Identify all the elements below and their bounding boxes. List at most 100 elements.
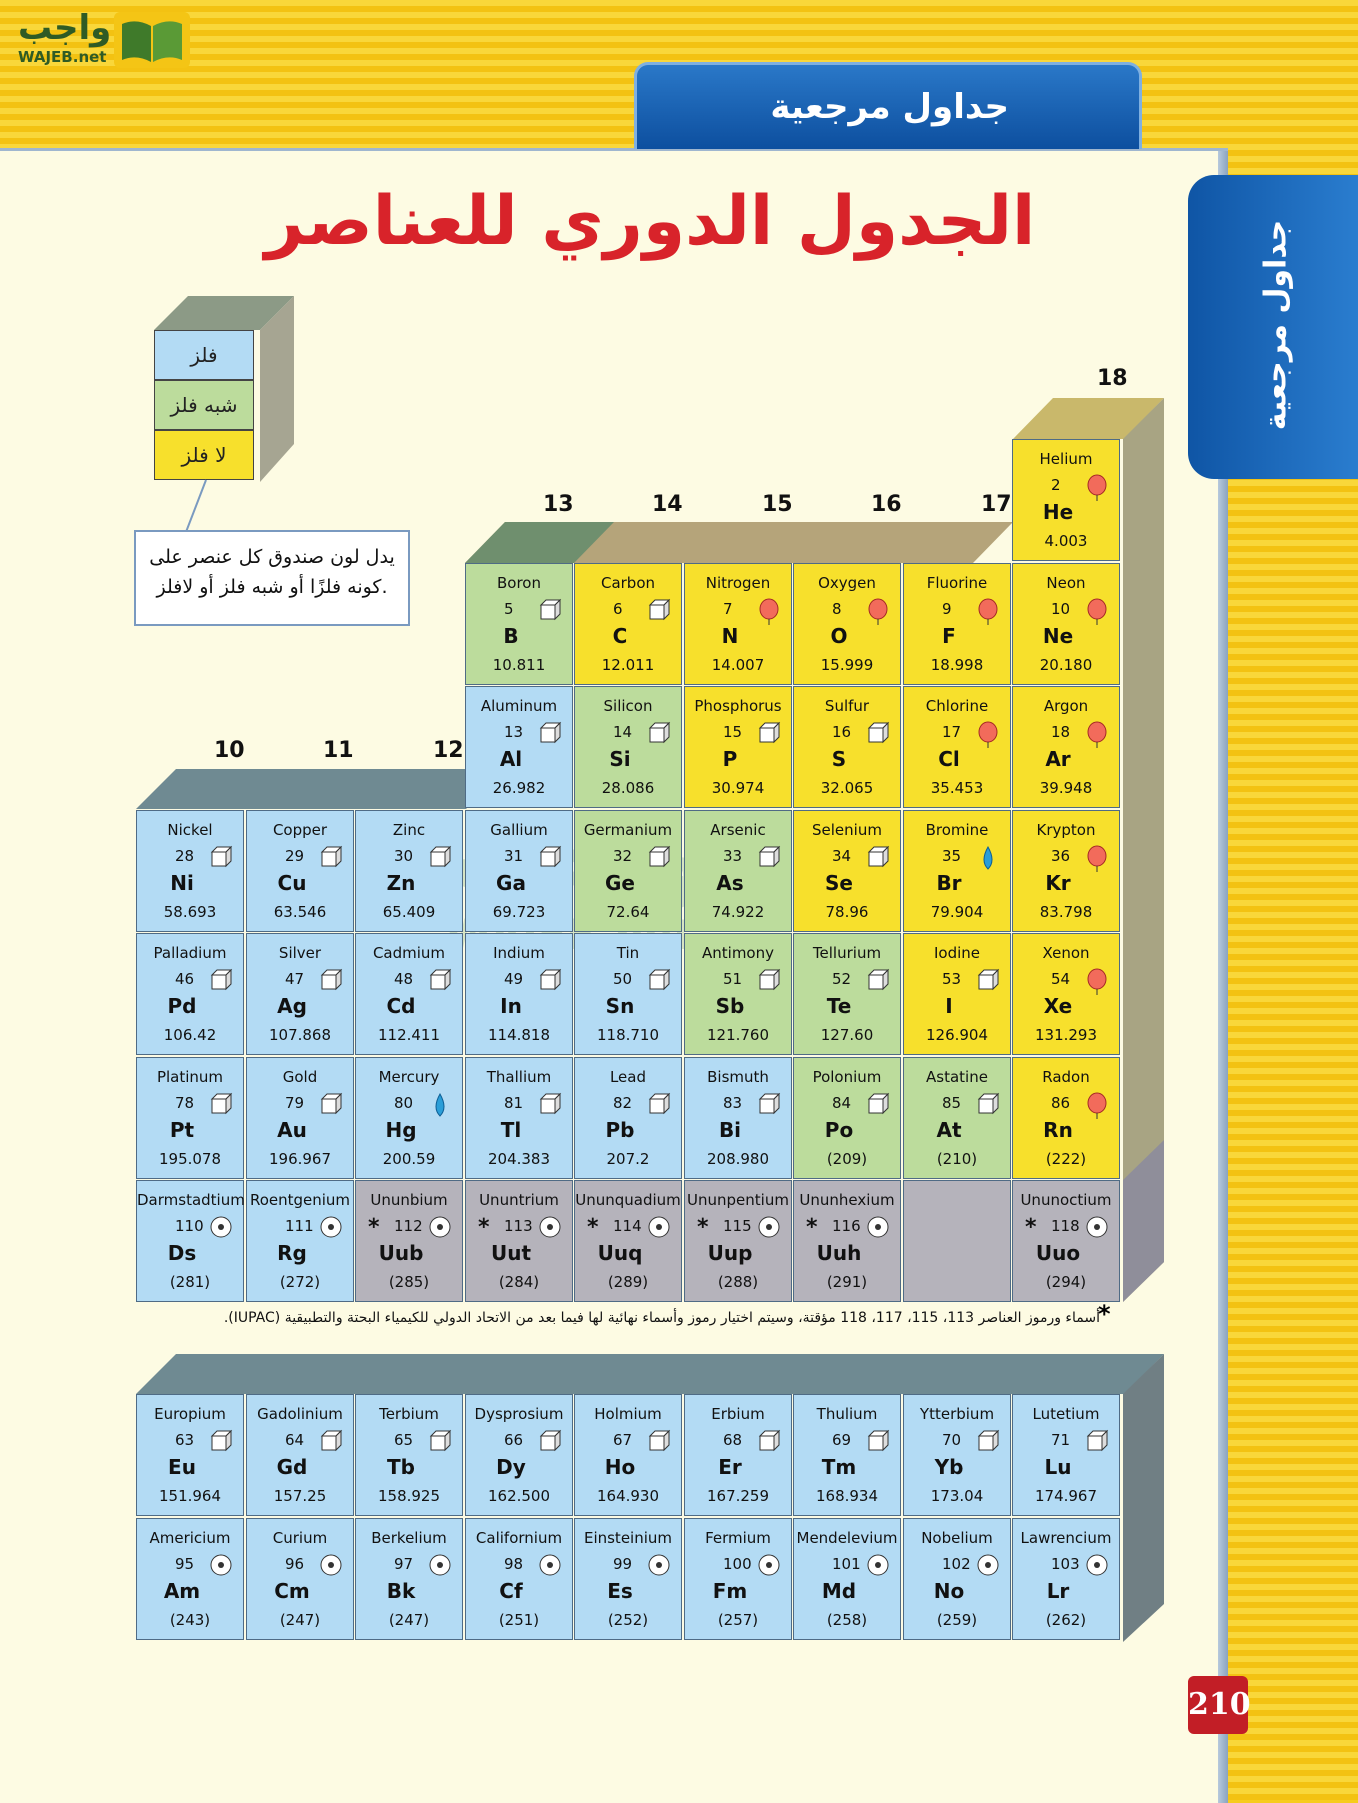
element-cell-pb[interactable]: Lead 82 Pb 207.2 [574, 1057, 682, 1179]
atomic-number: 7 [723, 600, 733, 618]
provisional-star: * [697, 1215, 709, 1240]
element-cell-cu[interactable]: Copper 29 Cu 63.546 [246, 810, 354, 932]
atomic-mass: 69.723 [492, 903, 546, 921]
element-cell-kr[interactable]: Krypton 36 Kr 83.798 [1012, 810, 1120, 932]
element-name: Gadolinium [257, 1405, 343, 1423]
element-cell-uub[interactable]: Ununbium * 112 Uub (285) [355, 1180, 463, 1302]
element-cell-he[interactable]: Helium 2 He 4.003 [1012, 439, 1120, 561]
element-cell-pd[interactable]: Palladium 46 Pd 106.42 [136, 933, 244, 1055]
element-cell-b[interactable]: Boron 5 B 10.811 [465, 563, 573, 685]
element-cell-po[interactable]: Polonium 84 Po (209) [793, 1057, 901, 1179]
atomic-mass: 79.904 [930, 903, 984, 921]
element-cell-at[interactable]: Astatine 85 At (210) [903, 1057, 1011, 1179]
element-cell-c[interactable]: Carbon 6 C 12.011 [574, 563, 682, 685]
element-symbol: Al [499, 747, 523, 771]
atomic-mass: 4.003 [1044, 532, 1088, 550]
element-cell-p[interactable]: Phosphorus 15 P 30.974 [684, 686, 792, 808]
atomic-number: 8 [832, 600, 842, 618]
element-name: Terbium [379, 1405, 439, 1423]
element-cell-uup[interactable]: Ununpentium * 115 Uup (288) [684, 1180, 792, 1302]
solid-cube-icon [647, 1092, 671, 1116]
element-cell-lu[interactable]: Lutetium 71 Lu 174.967 [1012, 1394, 1120, 1516]
element-cell-tb[interactable]: Terbium 65 Tb 158.925 [355, 1394, 463, 1516]
element-cell-as[interactable]: Arsenic 33 As 74.922 [684, 810, 792, 932]
element-cell-es[interactable]: Einsteinium 99 Es (252) [574, 1518, 682, 1640]
element-cell-cl[interactable]: Chlorine 17 Cl 35.453 [903, 686, 1011, 808]
atomic-mass: 18.998 [930, 656, 984, 674]
element-cell-o[interactable]: Oxygen 8 O 15.999 [793, 563, 901, 685]
element-cell-lr[interactable]: Lawrencium 103 Lr (262) [1012, 1518, 1120, 1640]
element-cell-in[interactable]: Indium 49 In 114.818 [465, 933, 573, 1055]
element-symbol: Cd [386, 994, 416, 1018]
element-cell-bk[interactable]: Berkelium 97 Bk (247) [355, 1518, 463, 1640]
element-symbol: B [503, 624, 519, 648]
solid-cube-icon [976, 968, 1000, 992]
group-label-14: 14 [652, 492, 683, 517]
element-cell-er[interactable]: Erbium 68 Er 167.259 [684, 1394, 792, 1516]
element-symbol: Fm [712, 1579, 748, 1603]
element-cell-am[interactable]: Americium 95 Am (243) [136, 1518, 244, 1640]
element-cell-ge[interactable]: Germanium 32 Ge 72.64 [574, 810, 682, 932]
element-cell-hg[interactable]: Mercury 80 Hg 200.59 [355, 1057, 463, 1179]
atomic-number: 18 [1051, 723, 1071, 741]
atomic-number: 116 [832, 1217, 861, 1235]
element-symbol: Cl [938, 747, 960, 771]
atomic-mass: 106.42 [163, 1026, 217, 1044]
element-name: Radon [1042, 1068, 1090, 1086]
element-cell-te[interactable]: Tellurium 52 Te 127.60 [793, 933, 901, 1055]
element-cell-si[interactable]: Silicon 14 Si 28.086 [574, 686, 682, 808]
element-cell-cd[interactable]: Cadmium 48 Cd 112.411 [355, 933, 463, 1055]
element-cell-ni[interactable]: Nickel 28 Ni 58.693 [136, 810, 244, 932]
element-cell-cf[interactable]: Californium 98 Cf (251) [465, 1518, 573, 1640]
element-cell-uuq[interactable]: Ununquadium * 114 Uuq (289) [574, 1180, 682, 1302]
element-cell-ds[interactable]: Darmstadtium 110 Ds (281) [136, 1180, 245, 1302]
element-cell-pt[interactable]: Platinum 78 Pt 195.078 [136, 1057, 244, 1179]
group-label-10: 10 [214, 738, 245, 763]
element-cell-sn[interactable]: Tin 50 Sn 118.710 [574, 933, 682, 1055]
gas-balloon-icon [1085, 1092, 1107, 1119]
atomic-number: 49 [504, 970, 524, 988]
element-cell-f[interactable]: Fluorine 9 F 18.998 [903, 563, 1011, 685]
element-cell-uuo[interactable]: Ununoctium * 118 Uuo (294) [1012, 1180, 1120, 1302]
element-cell-tm[interactable]: Thulium 69 Tm 168.934 [793, 1394, 901, 1516]
element-cell-ho[interactable]: Holmium 67 Ho 164.930 [574, 1394, 682, 1516]
element-cell-xe[interactable]: Xenon 54 Xe 131.293 [1012, 933, 1120, 1055]
element-cell-tl[interactable]: Thallium 81 Tl 204.383 [465, 1057, 573, 1179]
element-cell-au[interactable]: Gold 79 Au 196.967 [246, 1057, 354, 1179]
element-cell-uuh[interactable]: Ununhexium * 116 Uuh (291) [793, 1180, 901, 1302]
element-cell-gd[interactable]: Gadolinium 64 Gd 157.25 [246, 1394, 354, 1516]
atomic-mass: 164.930 [596, 1487, 660, 1505]
element-cell-uut[interactable]: Ununtrium * 113 Uut (284) [465, 1180, 573, 1302]
synthetic-target-icon [1085, 1553, 1108, 1577]
element-cell-al[interactable]: Aluminum 13 Al 26.982 [465, 686, 573, 808]
atomic-number: 30 [394, 847, 414, 865]
element-cell-rg[interactable]: Roentgenium 111 Rg (272) [246, 1180, 354, 1302]
element-cell-bi[interactable]: Bismuth 83 Bi 208.980 [684, 1057, 792, 1179]
element-symbol: Uub [378, 1241, 424, 1265]
element-cell-ag[interactable]: Silver 47 Ag 107.868 [246, 933, 354, 1055]
element-cell-n[interactable]: Nitrogen 7 N 14.007 [684, 563, 792, 685]
element-cell-dy[interactable]: Dysprosium 66 Dy 162.500 [465, 1394, 573, 1516]
element-cell-cm[interactable]: Curium 96 Cm (247) [246, 1518, 354, 1640]
element-name: Helium [1039, 450, 1093, 468]
element-cell-i[interactable]: Iodine 53 I 126.904 [903, 933, 1011, 1055]
element-cell-s[interactable]: Sulfur 16 S 32.065 [793, 686, 901, 808]
element-cell-se[interactable]: Selenium 34 Se 78.96 [793, 810, 901, 932]
element-name: Selenium [812, 821, 882, 839]
element-cell-sb[interactable]: Antimony 51 Sb 121.760 [684, 933, 792, 1055]
atomic-mass: 157.25 [273, 1487, 327, 1505]
element-cell-ar[interactable]: Argon 18 Ar 39.948 [1012, 686, 1120, 808]
element-cell-md[interactable]: Mendelevium 101 Md (258) [793, 1518, 901, 1640]
element-cell-fm[interactable]: Fermium 100 Fm (257) [684, 1518, 792, 1640]
element-cell-no[interactable]: Nobelium 102 No (259) [903, 1518, 1011, 1640]
element-cell-br[interactable]: Bromine 35 Br 79.904 [903, 810, 1011, 932]
element-cell-rn[interactable]: Radon 86 Rn (222) [1012, 1057, 1120, 1179]
solid-cube-icon [757, 721, 781, 745]
element-cell-zn[interactable]: Zinc 30 Zn 65.409 [355, 810, 463, 932]
element-cell-ne[interactable]: Neon 10 Ne 20.180 [1012, 563, 1120, 685]
element-cell-ga[interactable]: Gallium 31 Ga 69.723 [465, 810, 573, 932]
atomic-mass: 112.411 [377, 1026, 441, 1044]
element-cell-yb[interactable]: Ytterbium 70 Yb 173.04 [903, 1394, 1011, 1516]
element-cell-eu[interactable]: Europium 63 Eu 151.964 [136, 1394, 244, 1516]
element-name: Phosphorus [694, 697, 782, 715]
